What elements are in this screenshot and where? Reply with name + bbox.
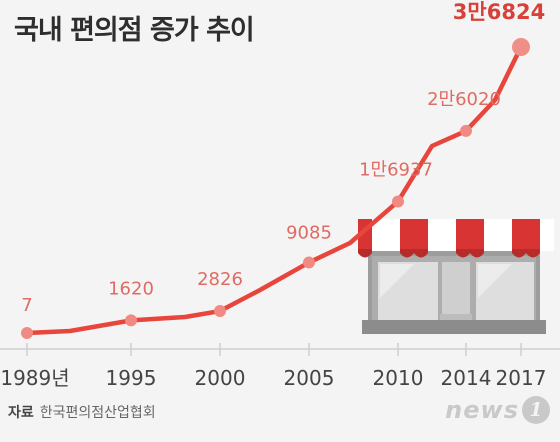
news1-logo: news 1 — [445, 396, 550, 424]
data-label: 7 — [21, 295, 32, 316]
data-point — [125, 314, 137, 327]
x-tick-label: 2010 — [373, 366, 424, 390]
data-point — [214, 305, 226, 318]
data-point — [512, 38, 530, 56]
data-label: 1만6937 — [359, 159, 433, 180]
data-point — [21, 326, 33, 339]
x-tick-label: 1989년 — [0, 366, 69, 390]
chart-title: 국내 편의점 증가 추이 — [14, 15, 255, 46]
logo-badge: 1 — [522, 396, 550, 424]
data-point — [460, 124, 472, 137]
source-label: 자료 — [8, 405, 34, 421]
x-tick-label: 2000 — [195, 366, 246, 390]
data-point — [303, 256, 315, 269]
store-icon — [358, 219, 554, 334]
data-label: 2826 — [197, 269, 243, 290]
source-note: 자료 한국편의점산업협회 — [8, 402, 156, 422]
data-label: 2만6020 — [427, 89, 501, 110]
data-point — [392, 195, 404, 208]
x-tick-label: 2014 — [441, 366, 492, 390]
data-label: 3만6824 — [453, 0, 545, 24]
data-label: 1620 — [108, 278, 154, 299]
source-text: 한국편의점산업협회 — [39, 405, 156, 421]
x-tick-label: 2017 — [496, 366, 547, 390]
data-label: 9085 — [286, 222, 332, 243]
x-tick-label: 1995 — [106, 366, 157, 390]
x-tick-label: 2005 — [284, 366, 335, 390]
logo-text: news — [445, 396, 519, 424]
